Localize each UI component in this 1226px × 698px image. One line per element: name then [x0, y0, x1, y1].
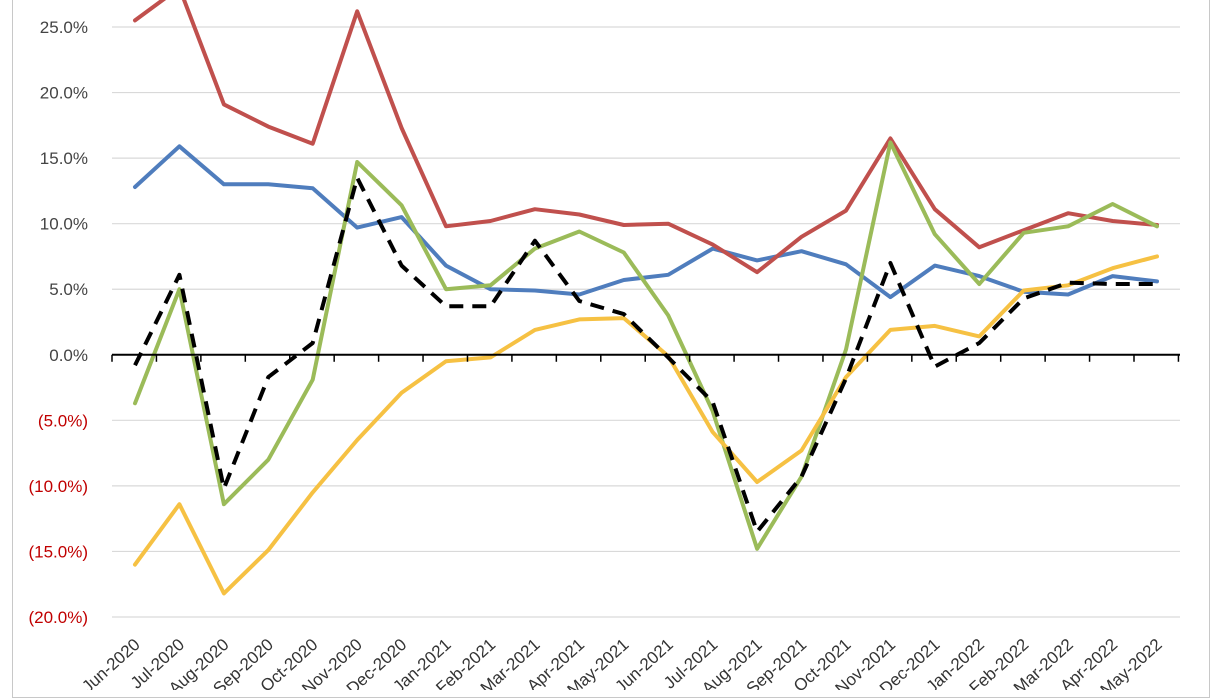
x-axis [111, 353, 1180, 362]
series-line-2 [133, 0, 1159, 275]
series-line-4 [133, 254, 1159, 596]
gridlines [112, 26, 1180, 618]
y-tick-label: 15.0% [40, 149, 88, 168]
y-axis-tick-labels: 25.0% 20.0% 15.0% 10.0% 5.0% 0.0% (5.0%) (10.0%… [28, 18, 88, 627]
series-lines [133, 0, 1159, 596]
series-line-3 [133, 140, 1159, 551]
y-tick-label: 10.0% [40, 215, 88, 234]
series-line-1 [133, 144, 1159, 300]
y-tick-label: 20.0% [40, 84, 88, 103]
y-tick-label: 25.0% [40, 18, 88, 37]
y-tick-label: 5.0% [49, 280, 88, 299]
y-tick-label: 0.0% [49, 346, 88, 365]
y-tick-label: (10.0%) [28, 477, 88, 496]
y-tick-label: (20.0%) [28, 608, 88, 627]
chart-frame [12, 0, 1210, 698]
y-tick-label: (5.0%) [38, 411, 88, 430]
y-tick-label: (15.0%) [28, 542, 88, 561]
x-axis-tick-labels: Jun-2020Jul-2020Aug-2020Sep-2020Oct-2020… [78, 635, 1165, 690]
series-line-5 [133, 175, 1157, 534]
